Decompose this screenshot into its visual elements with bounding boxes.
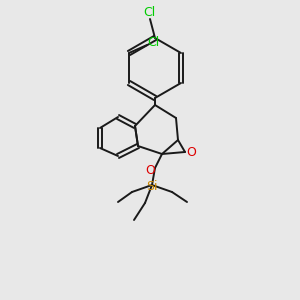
Text: Cl: Cl bbox=[143, 5, 155, 19]
Text: O: O bbox=[145, 164, 155, 176]
Text: Cl: Cl bbox=[147, 37, 159, 50]
Text: Si: Si bbox=[146, 179, 158, 193]
Text: O: O bbox=[186, 146, 196, 158]
